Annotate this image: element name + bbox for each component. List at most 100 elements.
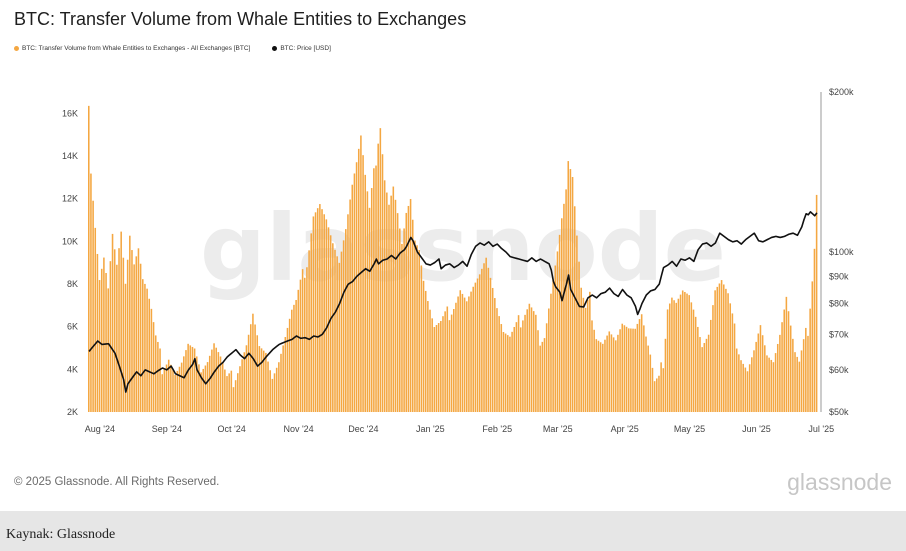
volume-bar bbox=[280, 353, 282, 412]
volume-bar bbox=[424, 290, 427, 412]
x-tick-label: Jan '25 bbox=[416, 424, 445, 434]
volume-bar bbox=[511, 331, 513, 412]
volume-bar bbox=[681, 290, 684, 412]
volume-bar bbox=[735, 348, 738, 412]
volume-bar bbox=[500, 324, 503, 412]
volume-bar bbox=[273, 373, 276, 412]
volume-bar bbox=[727, 293, 729, 412]
volume-bar bbox=[213, 343, 215, 412]
volume-bar bbox=[409, 198, 412, 412]
volume-bar bbox=[584, 307, 587, 412]
volume-bar bbox=[474, 282, 477, 412]
volume-bar bbox=[275, 367, 278, 412]
volume-bar bbox=[249, 324, 252, 412]
volume-bar bbox=[662, 368, 665, 412]
volume-bar bbox=[152, 322, 155, 412]
volume-bar bbox=[308, 250, 310, 412]
volume-bar bbox=[748, 364, 751, 412]
volume-bar bbox=[491, 287, 494, 412]
volume-bar bbox=[267, 361, 269, 412]
volume-bar bbox=[494, 298, 496, 412]
volume-bar bbox=[258, 346, 261, 412]
volume-bar bbox=[701, 347, 703, 412]
x-tick-label: Mar '25 bbox=[543, 424, 573, 434]
volume-bar bbox=[195, 356, 198, 412]
volume-bar bbox=[386, 192, 388, 412]
volume-bar bbox=[303, 277, 306, 412]
volume-bar bbox=[798, 361, 801, 412]
volume-bar bbox=[794, 352, 796, 412]
volume-bar bbox=[506, 335, 509, 412]
volume-bar bbox=[599, 342, 602, 412]
x-tick-label: Feb '25 bbox=[482, 424, 512, 434]
volume-bar bbox=[390, 195, 392, 412]
footer-logo[interactable]: glassnode bbox=[787, 469, 892, 495]
volume-bar bbox=[697, 326, 699, 412]
volume-bar bbox=[746, 371, 749, 412]
legend-item-volume[interactable]: BTC: Transfer Volume from Whale Entities… bbox=[14, 45, 250, 52]
legend-item-price[interactable]: BTC: Price [USD] bbox=[272, 45, 331, 52]
volume-bar bbox=[580, 287, 582, 412]
volume-bar bbox=[234, 380, 237, 412]
volume-bar bbox=[122, 257, 125, 412]
volume-bar bbox=[260, 348, 263, 412]
volume-bar bbox=[293, 304, 295, 412]
volume-bar bbox=[176, 370, 179, 412]
volume-bar bbox=[530, 307, 533, 412]
volume-bar bbox=[301, 269, 304, 412]
volume-bar bbox=[621, 323, 624, 412]
volume-bar bbox=[262, 350, 265, 412]
volume-bar bbox=[766, 355, 768, 412]
volume-bar bbox=[805, 327, 807, 412]
volume-bar bbox=[623, 325, 626, 412]
volume-bar bbox=[306, 267, 308, 412]
volume-bar bbox=[124, 283, 127, 412]
volume-bar bbox=[334, 249, 336, 412]
volume-bar bbox=[664, 338, 667, 412]
volume-bar bbox=[759, 325, 762, 412]
volume-bar bbox=[154, 335, 157, 412]
volume-bar bbox=[405, 212, 408, 412]
volume-bar bbox=[509, 336, 511, 412]
volume-bar bbox=[392, 186, 395, 412]
volume-bar bbox=[109, 261, 112, 412]
volume-bar bbox=[321, 209, 323, 412]
volume-bar bbox=[556, 251, 559, 412]
volume-bar bbox=[291, 309, 293, 412]
volume-bar bbox=[215, 347, 217, 412]
y-right-tick-label: $80k bbox=[829, 299, 849, 309]
volume-bar bbox=[815, 194, 818, 412]
volume-bar bbox=[614, 340, 617, 412]
volume-bar bbox=[807, 335, 809, 412]
volume-bar bbox=[496, 308, 498, 412]
volume-bar bbox=[183, 356, 185, 412]
volume-bar bbox=[185, 350, 187, 412]
volume-bar bbox=[90, 173, 92, 412]
volume-bar bbox=[375, 165, 377, 412]
volume-bar bbox=[340, 251, 343, 412]
volume-bar bbox=[612, 337, 615, 412]
volume-bar bbox=[120, 231, 122, 412]
y-right-tick-label: $60k bbox=[829, 365, 849, 375]
volume-bar bbox=[401, 243, 403, 412]
volume-bar bbox=[645, 336, 647, 412]
volume-bar bbox=[435, 325, 438, 412]
volume-bar bbox=[170, 364, 172, 412]
volume-bar bbox=[131, 250, 133, 412]
y-right-tick-label: $100k bbox=[829, 247, 854, 257]
volume-bar bbox=[364, 174, 367, 412]
volume-bar bbox=[211, 349, 213, 412]
volume-bar bbox=[379, 128, 382, 412]
volume-bar bbox=[345, 229, 347, 412]
volume-bar bbox=[710, 319, 712, 412]
volume-bar bbox=[649, 354, 652, 412]
volume-bar bbox=[180, 362, 183, 412]
volume-bar bbox=[157, 341, 159, 412]
volume-bar bbox=[284, 337, 287, 412]
volume-bar bbox=[377, 143, 379, 412]
x-tick-label: Sep '24 bbox=[152, 424, 182, 434]
volume-bar bbox=[420, 265, 423, 412]
volume-bar bbox=[239, 366, 241, 412]
volume-bar bbox=[448, 320, 451, 412]
volume-bar bbox=[254, 324, 256, 412]
